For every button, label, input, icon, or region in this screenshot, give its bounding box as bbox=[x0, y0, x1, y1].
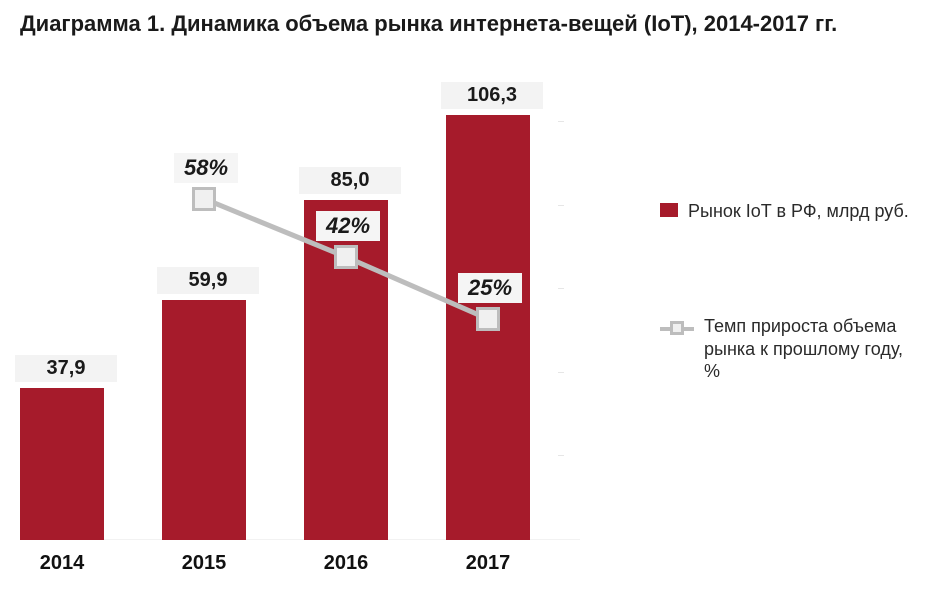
xlabel-2017: 2017 bbox=[436, 552, 540, 575]
xlabel-2014: 2014 bbox=[10, 552, 114, 575]
pct-label-2016: 42% bbox=[316, 211, 380, 241]
xlabel-2016: 2016 bbox=[294, 552, 398, 575]
line-marker-2017 bbox=[476, 307, 500, 331]
pct-label-2017: 25% bbox=[458, 273, 522, 303]
line-marker-2016 bbox=[334, 245, 358, 269]
legend-swatch-bar bbox=[660, 203, 678, 217]
pct-label-2015: 58% bbox=[174, 153, 238, 183]
legend-label-bars: Рынок IoT в РФ, млрд руб. bbox=[688, 200, 909, 223]
plot-region: 37,9201459,9201585,02016106,3201758%42%2… bbox=[20, 100, 580, 540]
page: Диаграмма 1. Динамика объема рынка интер… bbox=[0, 0, 944, 606]
line-marker-2015 bbox=[192, 187, 216, 211]
legend-swatch-line bbox=[660, 321, 694, 335]
legend-label-line: Темп прироста объема рынка к прошлому го… bbox=[704, 315, 920, 383]
legend-item-line: Темп прироста объема рынка к прошлому го… bbox=[660, 315, 920, 383]
xlabel-2015: 2015 bbox=[152, 552, 256, 575]
chart-title: Диаграмма 1. Динамика объема рынка интер… bbox=[20, 10, 920, 39]
chart-area: 37,9201459,9201585,02016106,3201758%42%2… bbox=[20, 100, 920, 580]
legend-item-bars: Рынок IoT в РФ, млрд руб. bbox=[660, 200, 920, 223]
